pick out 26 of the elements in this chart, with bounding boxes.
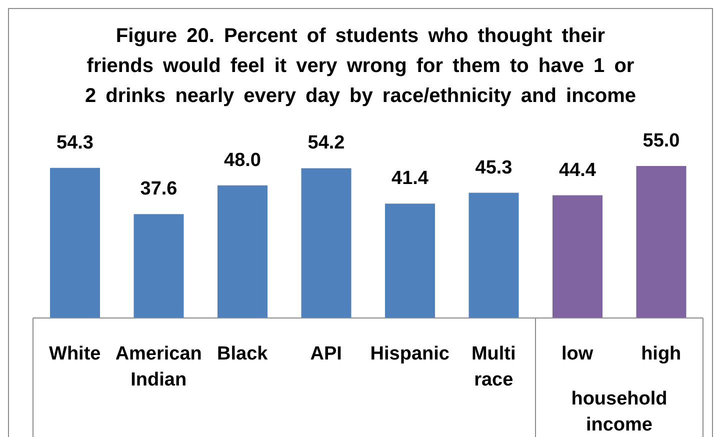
bar [50,168,100,318]
data-label: 37.6 [140,178,178,200]
data-label: 44.4 [559,160,596,181]
x-tick-label: Black [217,344,268,364]
x-tick-label: API [310,344,342,364]
bar [385,204,435,318]
data-label: 41.4 [392,168,429,190]
chart-title: Figure 20. Percent of students who thought their friends would feel it very wrong for them to have 1 or 2 drinks nearly every day by race/ethnicity and income [84,24,638,109]
bar [468,192,519,318]
data-label: 48.0 [224,150,261,171]
bar [301,168,352,318]
data-label: 54.3 [56,132,94,154]
x-tick-label: low [562,344,594,364]
bar [636,166,686,318]
x-tick-label: White [49,344,101,364]
bar [552,195,602,318]
data-label: 54.2 [308,132,345,154]
x-tick-label: Hispanic [370,344,450,364]
x-tick-label: Multi race [471,344,516,390]
data-label: 55.0 [642,130,680,152]
bar [218,185,268,318]
bar [134,214,184,318]
data-label: 45.3 [475,157,512,178]
x-tick-label: high [641,344,682,364]
text: household income [571,388,668,436]
x-tick-label: American Indian [115,344,202,390]
